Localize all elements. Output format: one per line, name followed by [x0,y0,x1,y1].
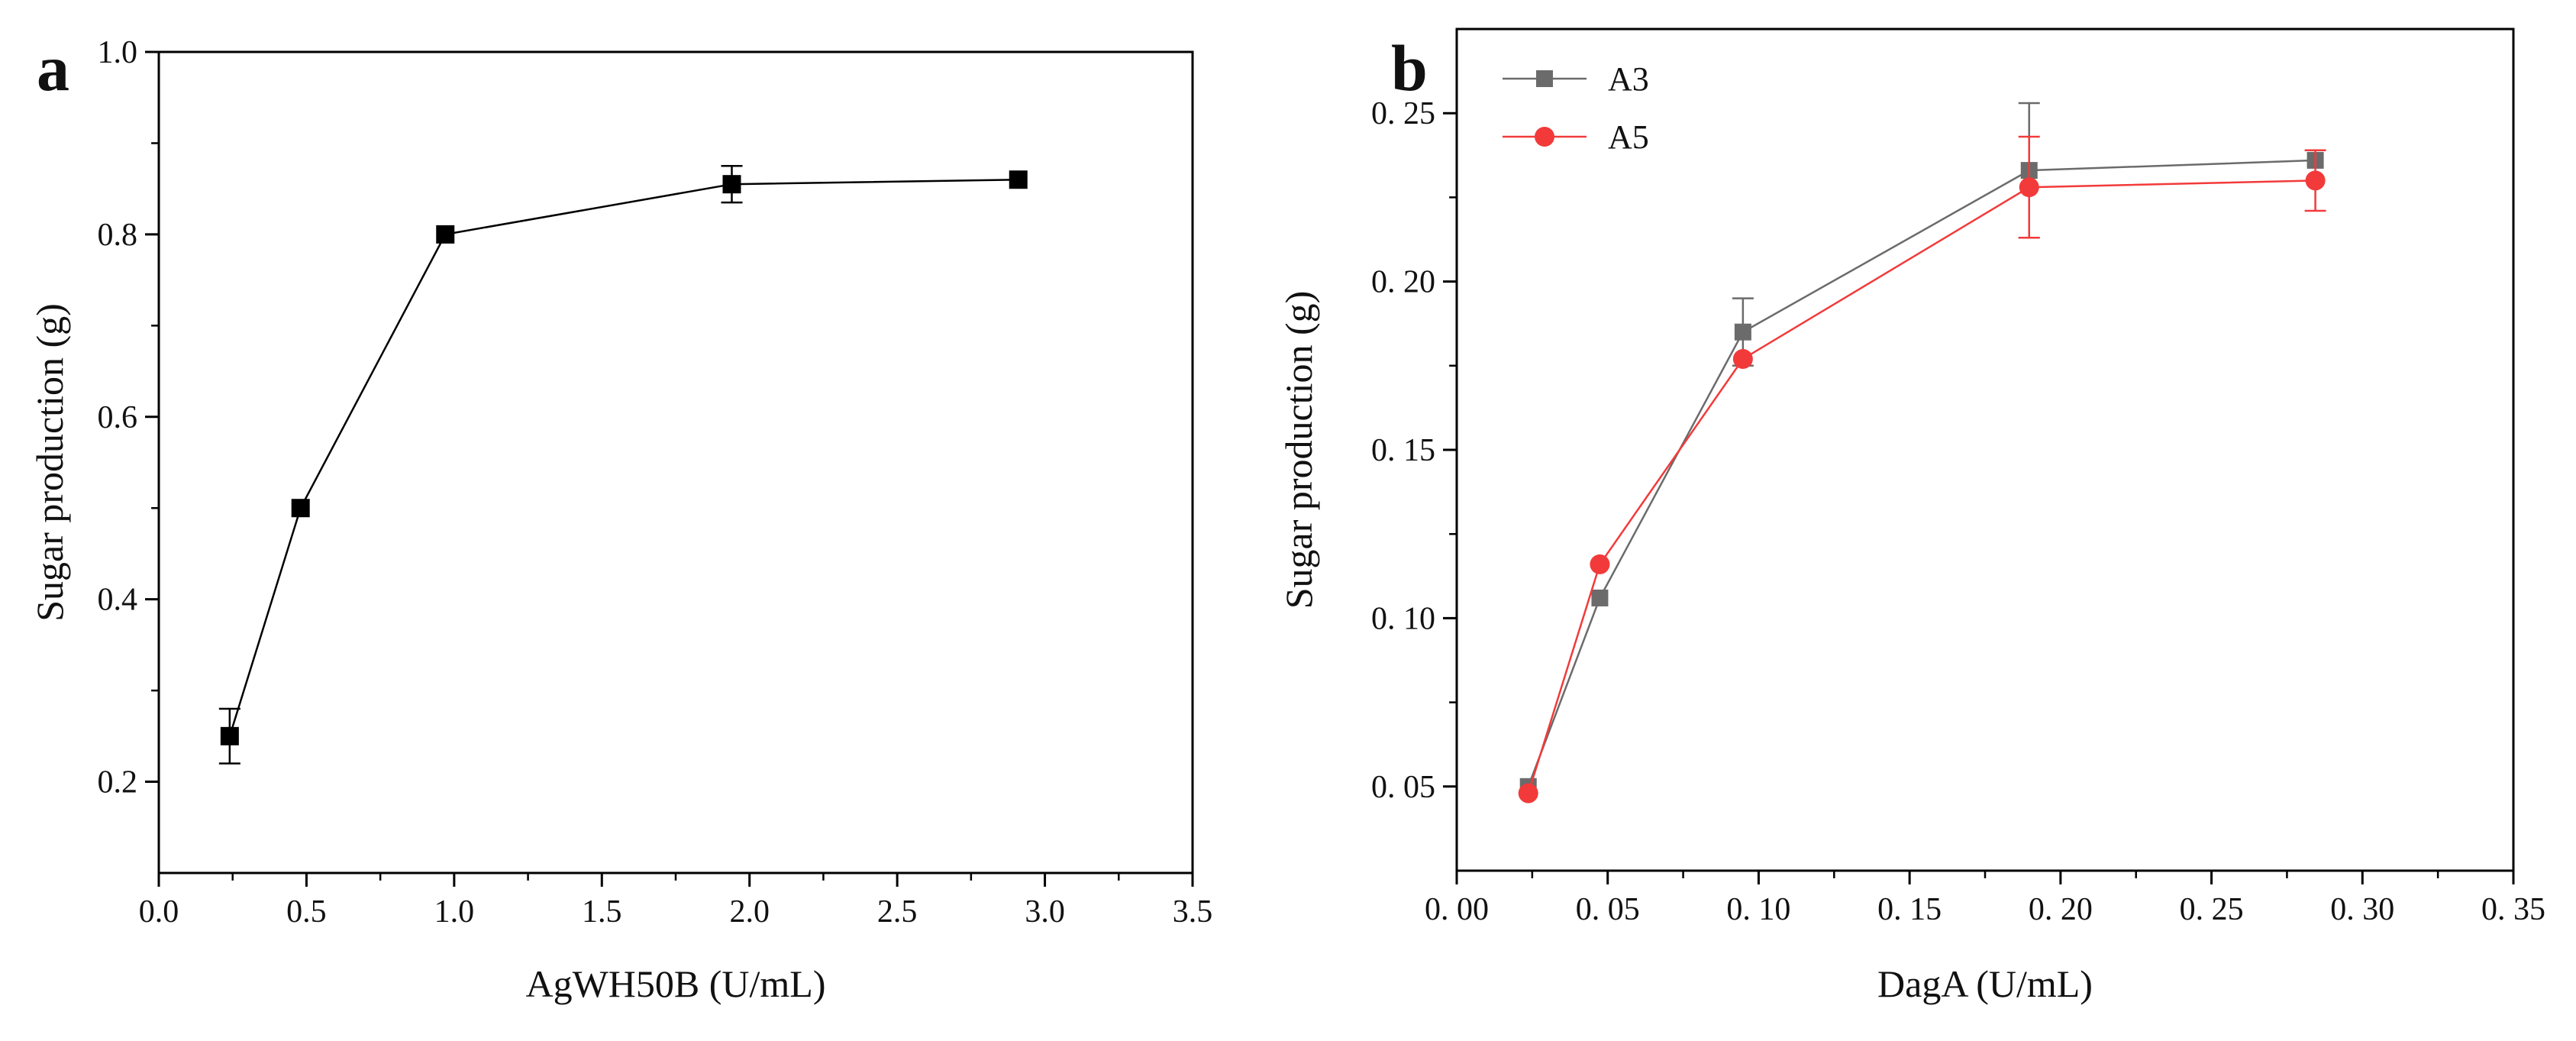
data-point [1591,589,1609,606]
x-tick-label: 0.5 [286,894,327,929]
x-tick-label: 1.5 [582,894,622,929]
panel-label-a: a [37,31,69,105]
x-tick-label: 3.5 [1173,894,1213,929]
y-tick-label: 0.6 [98,400,138,435]
chart-panel-a: 0.0 0.5 1.0 1.5 2.0 2.5 3.0 3.5 0.2 0.4 0.6 0.8 1.0 A… [28,31,1212,1005]
y-axis-title: Sugar production (g) [1277,291,1320,609]
data-point [1734,323,1751,341]
legend-label: A5 [1608,118,1649,156]
y-tick-label: 0.4 [98,583,138,618]
series-agwh50b [218,165,1028,765]
x-tick-label: 0. 00 [1425,892,1489,927]
y-tick-label: 0. 10 [1371,601,1435,636]
data-point [1009,170,1028,189]
y-tick-label: 0. 25 [1371,96,1435,131]
y-tick-label: 0. 20 [1371,265,1435,300]
x-tick-label: 0. 30 [2330,892,2394,927]
series-a5 [1518,135,2326,803]
y-tick-label: 0.8 [98,218,138,253]
x-tick-label: 0. 20 [2029,892,2093,927]
x-tick-label: 0. 10 [1726,892,1790,927]
x-tick-label: 3.0 [1025,894,1065,929]
x-axis-title: AgWH50B (U/mL) [526,962,826,1005]
data-point [291,499,310,518]
x-tick-label: 1.0 [434,894,475,929]
data-point [2305,170,2326,191]
data-point [1732,348,1753,369]
x-tick-label: 0.0 [139,894,179,929]
legend-label: A3 [1608,60,1649,98]
data-point [1590,554,1610,574]
data-point [2019,177,2039,198]
legend-marker [1536,70,1553,87]
y-axis-title: Sugar production (g) [28,303,71,622]
y-tick-label: 1.0 [98,35,138,70]
y-tick-label: 0.2 [98,765,138,800]
x-tick-label: 0. 15 [1877,892,1942,927]
x-tick-label: 0. 05 [1576,892,1640,927]
x-tick-label: 0. 35 [2481,892,2545,927]
data-point [722,175,741,194]
chart-panel-b: 0. 00 0. 05 0. 10 0. 15 0. 20 0. 25 0. 30 0. 35… [1277,27,2545,1005]
data-point [436,225,455,244]
x-tick-label: 0. 25 [2180,892,2244,927]
data-point [220,726,239,745]
data-point [1518,783,1538,803]
y-tick-label: 0. 05 [1371,770,1435,805]
x-tick-label: 2.5 [877,894,918,929]
legend: A3 A5 [1503,60,1649,156]
y-tick-label: 0. 15 [1371,433,1435,468]
x-tick-label: 2.0 [729,894,770,929]
panel-label-b: b [1391,31,1428,105]
legend-marker [1535,127,1554,147]
x-axis-title: DagA (U/mL) [1877,962,2093,1005]
